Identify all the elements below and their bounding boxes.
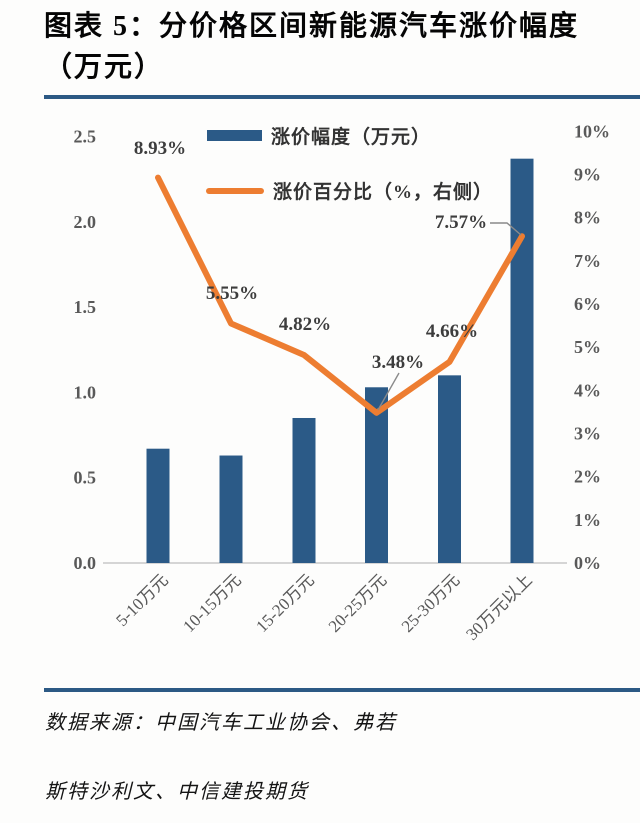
- point-label-0: 8.93%: [134, 138, 186, 159]
- x-axis-label-5: 30万元以上: [462, 570, 536, 644]
- figure-title: 图表 5：分价格区间新能源汽车涨价幅度 （万元）: [44, 6, 604, 88]
- combo-chart: 2.5 2.0 1.5 1.0 0.5 0.0 10% 9% 8% 7% 6% 5% 4% 3% 2% 1% 0…: [74, 121, 611, 644]
- data-source-line1: 数据来源：中国汽车工业协会、弗若: [45, 712, 397, 734]
- legend-label-line-series: 涨价百分比（%，右侧）: [273, 182, 494, 203]
- line-series-swatch-icon: [206, 187, 264, 194]
- right-axis-tick-7: 3%: [574, 424, 601, 444]
- point-label-5: 7.57%: [435, 212, 487, 233]
- legend-item-line-series: 涨价百分比（%，右侧）: [206, 177, 493, 204]
- legend-item-bar-series: 涨价幅度（万元）: [207, 122, 431, 149]
- bar-25-30万元: [438, 375, 461, 563]
- label-leader-line-1: [490, 222, 522, 236]
- figure-title-line1: 图表 5：分价格区间新能源汽车涨价幅度: [44, 11, 580, 42]
- right-axis-tick-6: 4%: [574, 380, 601, 400]
- left-axis-tick-5: 0.0: [74, 553, 97, 573]
- right-axis-tick-4: 6%: [574, 294, 601, 314]
- right-axis-tick-10: 0%: [574, 553, 601, 573]
- point-label-3: 3.48%: [372, 352, 424, 373]
- bar-30万元以上: [510, 158, 534, 563]
- left-axis-tick-0: 2.5: [74, 127, 97, 147]
- x-axis-label-1: 10-15万元: [179, 570, 245, 636]
- left-axis-tick-4: 0.5: [74, 468, 97, 488]
- right-axis-tick-5: 5%: [574, 337, 601, 357]
- bar-series-swatch-icon: [207, 130, 262, 141]
- right-axis-tick-2: 8%: [574, 208, 601, 228]
- left-axis-tick-3: 1.0: [74, 382, 97, 402]
- left-axis-tick-2: 1.5: [74, 297, 97, 317]
- percentage-line: [155, 174, 525, 416]
- right-axis-tick-1: 9%: [574, 165, 601, 185]
- bar-10-15万元: [219, 455, 243, 563]
- x-axis-label-2: 15-20万元: [252, 570, 318, 636]
- point-label-1: 5.55%: [206, 283, 258, 304]
- x-axis-label-3: 20-25万元: [325, 570, 391, 636]
- legend-label-bar-series: 涨价幅度（万元）: [271, 127, 432, 148]
- right-axis-tick-9: 1%: [574, 510, 601, 530]
- top-divider: [44, 95, 640, 99]
- left-axis-tick-1: 2.0: [74, 212, 97, 232]
- right-axis-tick-0: 10%: [574, 121, 610, 141]
- bar-20-25万元: [365, 387, 388, 563]
- right-axis-tick-8: 2%: [574, 467, 601, 487]
- bottom-divider: [44, 688, 640, 692]
- bar-15-20万元: [292, 417, 316, 563]
- x-axis-label-0: 5-10万元: [112, 570, 172, 630]
- right-axis-tick-3: 7%: [574, 251, 601, 271]
- point-label-4: 4.66%: [426, 321, 478, 342]
- x-axis-label-4: 25-30万元: [398, 570, 464, 636]
- figure-title-line2: （万元）: [44, 52, 165, 83]
- point-label-2: 4.82%: [279, 314, 331, 335]
- bar-5-10万元: [146, 448, 170, 563]
- label-leader-line-0: [377, 372, 400, 411]
- data-source-line2: 斯特沙利文、中信建投期货: [45, 781, 309, 803]
